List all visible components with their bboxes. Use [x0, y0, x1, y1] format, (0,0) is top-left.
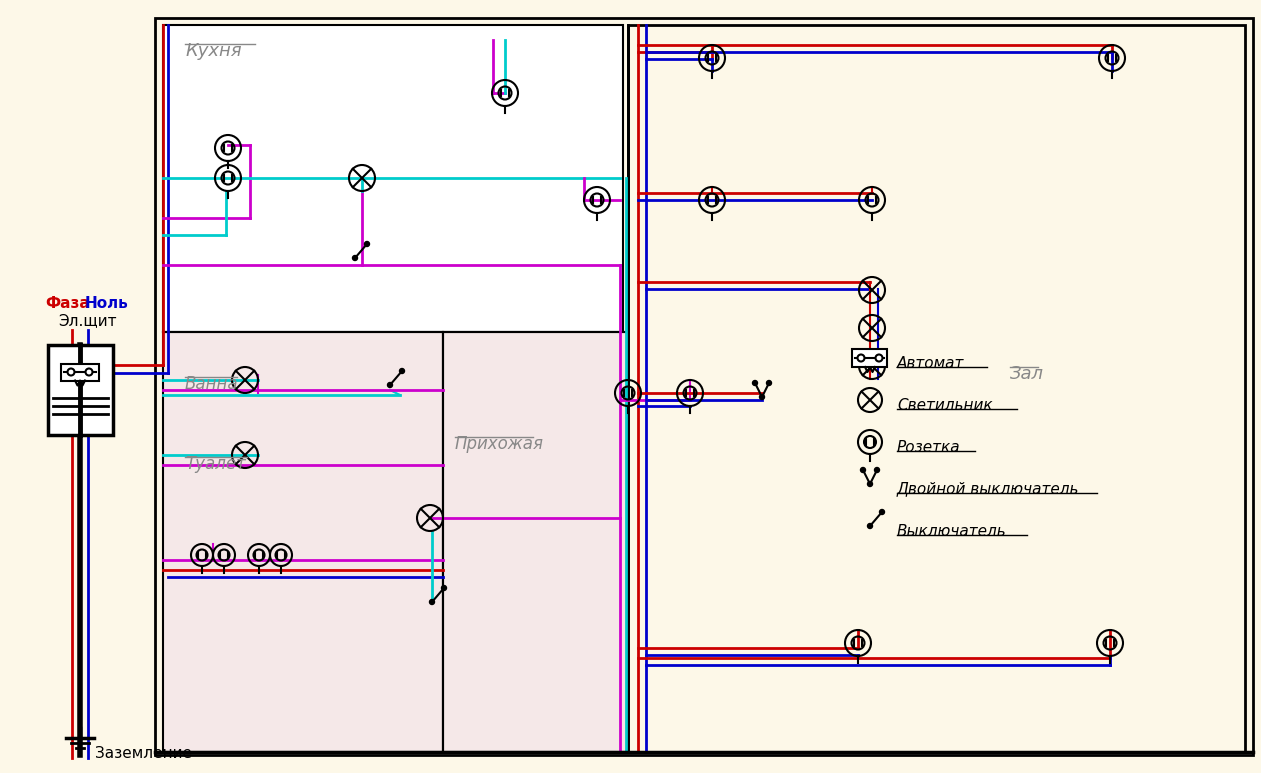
- Circle shape: [857, 355, 865, 362]
- Bar: [155, 18, 1253, 755]
- Circle shape: [400, 369, 405, 373]
- Circle shape: [879, 509, 884, 515]
- Circle shape: [860, 468, 865, 472]
- Circle shape: [759, 394, 764, 400]
- Circle shape: [353, 256, 358, 261]
- Text: Туалет: Туалет: [185, 455, 246, 473]
- Bar: [48, 345, 112, 435]
- Circle shape: [441, 585, 446, 591]
- Circle shape: [430, 600, 435, 604]
- Circle shape: [868, 523, 873, 529]
- Circle shape: [875, 355, 883, 362]
- Bar: [61, 363, 100, 380]
- Text: Ноль: Ноль: [84, 296, 129, 311]
- Text: Розетка: Розетка: [897, 440, 961, 455]
- Circle shape: [364, 241, 369, 247]
- Bar: [163, 332, 443, 752]
- Bar: [628, 25, 1245, 752]
- Text: Зал: Зал: [1010, 365, 1044, 383]
- Bar: [443, 332, 628, 752]
- Circle shape: [874, 468, 879, 472]
- Text: Кухня: Кухня: [185, 42, 242, 60]
- Text: Фаза: Фаза: [45, 296, 90, 311]
- Text: Ванна: Ванна: [185, 375, 238, 393]
- Circle shape: [86, 369, 92, 376]
- Circle shape: [387, 383, 392, 387]
- Circle shape: [753, 380, 758, 386]
- Bar: [852, 349, 888, 367]
- Text: Автомат: Автомат: [897, 356, 965, 370]
- Circle shape: [868, 482, 873, 486]
- Text: Эл.щит: Эл.щит: [58, 313, 116, 328]
- Circle shape: [68, 369, 74, 376]
- Text: Светильник: Светильник: [897, 397, 992, 413]
- Text: Двойной выключатель: Двойной выключатель: [897, 482, 1079, 496]
- Bar: [163, 25, 623, 332]
- Text: Выключатель: Выключатель: [897, 523, 1006, 539]
- Text: Заземление: Заземление: [95, 746, 192, 761]
- Text: Прихожая: Прихожая: [455, 435, 543, 453]
- Circle shape: [767, 380, 772, 386]
